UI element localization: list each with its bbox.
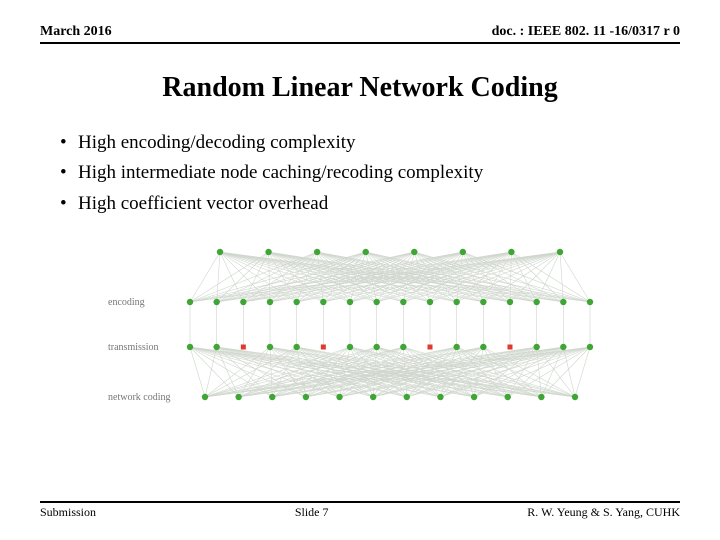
- network-diagram: encoding transmission network coding: [100, 237, 680, 427]
- bullet-item: High encoding/decoding complexity: [60, 128, 680, 158]
- header-date: March 2016: [40, 24, 112, 40]
- bullet-list: High encoding/decoding complexity High i…: [60, 128, 680, 219]
- svg-text:encoding: encoding: [108, 297, 145, 308]
- svg-text:network coding: network coding: [108, 392, 171, 403]
- footer: Submission Slide 7 R. W. Yeung & S. Yang…: [40, 501, 680, 520]
- bullet-item: High intermediate node caching/recoding …: [60, 158, 680, 188]
- slide: March 2016 doc. : IEEE 802. 11 -16/0317 …: [0, 0, 720, 540]
- svg-text:transmission: transmission: [108, 342, 159, 353]
- footer-left: Submission: [40, 505, 96, 520]
- slide-title: Random Linear Network Coding: [40, 72, 680, 104]
- footer-right: R. W. Yeung & S. Yang, CUHK: [527, 505, 680, 520]
- footer-center: Slide 7: [295, 505, 329, 520]
- network-svg: encoding transmission network coding: [100, 237, 620, 427]
- header-doc-id: doc. : IEEE 802. 11 -16/0317 r 0: [492, 24, 680, 40]
- header: March 2016 doc. : IEEE 802. 11 -16/0317 …: [40, 24, 680, 44]
- bullet-item: High coefficient vector overhead: [60, 189, 680, 219]
